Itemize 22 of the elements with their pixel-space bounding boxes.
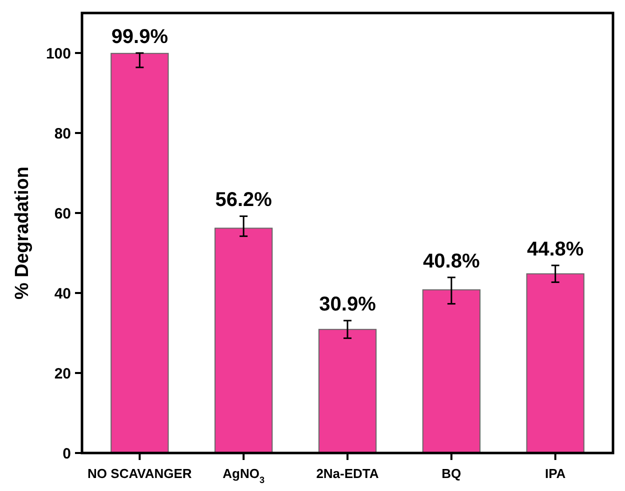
data-label: 40.8%	[423, 250, 480, 272]
y-tick-label: 60	[54, 205, 71, 222]
bar	[526, 273, 584, 454]
x-tick-label: AgNO$_{3}$	[222, 466, 265, 485]
data-label: 30.9%	[319, 294, 376, 316]
y-axis-title: % Degradation	[12, 166, 33, 300]
y-tick-label: 80	[54, 125, 71, 142]
bar	[318, 328, 377, 454]
x-tick-label: 2Na-EDTA	[316, 466, 380, 481]
x-tick-label: BQ	[442, 466, 462, 481]
y-tick-label: 100	[46, 45, 71, 62]
bar	[110, 52, 169, 454]
x-tick-label: NO SCAVANGER	[88, 466, 192, 481]
data-label: 99.9%	[111, 26, 168, 48]
data-label: 56.2%	[215, 189, 272, 212]
y-tick-label: 40	[54, 285, 71, 302]
bar	[422, 289, 480, 454]
y-tick-label: 0	[62, 445, 71, 462]
y-tick-label: 20	[54, 365, 71, 382]
data-label: 44.8%	[526, 238, 584, 260]
bar	[214, 228, 273, 454]
x-tick-label: IPA	[544, 466, 566, 481]
